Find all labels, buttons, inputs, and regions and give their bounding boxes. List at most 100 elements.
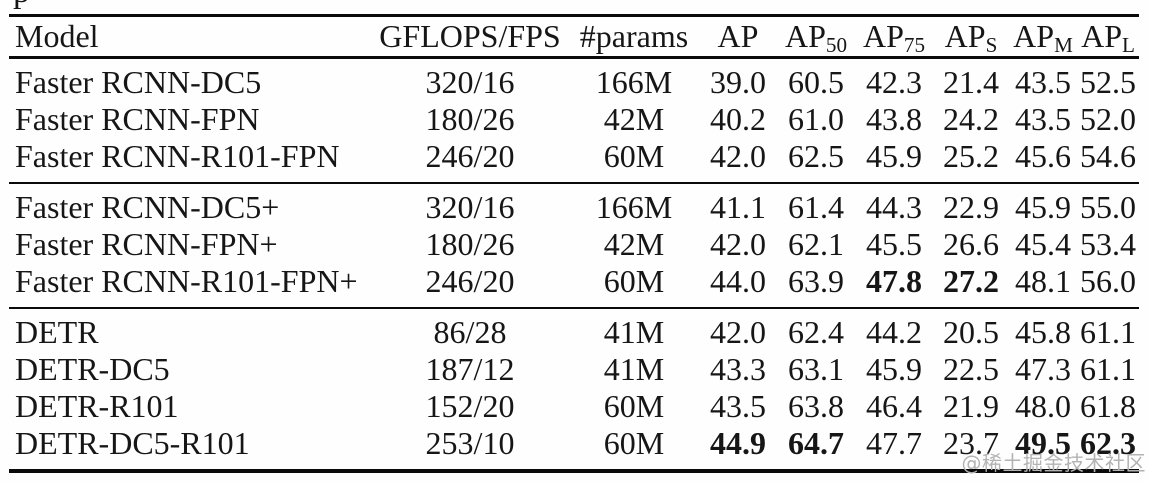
model-cell: DETR-DC5-R101 bbox=[15, 425, 250, 461]
gflops-fps-cell: 180/26 bbox=[425, 101, 515, 137]
column-header-ap-small: APS bbox=[944, 18, 998, 57]
params-cell: 41M bbox=[603, 351, 665, 387]
params-cell: 60M bbox=[603, 425, 665, 461]
model-cell: Faster RCNN-R101-FPN bbox=[15, 138, 340, 174]
aps-cell: 21.4 bbox=[943, 64, 999, 100]
params-cell: 42M bbox=[603, 101, 665, 137]
aps-cell: 25.2 bbox=[943, 138, 999, 174]
table-row: DETR-DC5 187/12 41M 43.3 63.1 45.9 22.5 … bbox=[9, 351, 1139, 388]
model-cell: Faster RCNN-DC5+ bbox=[15, 189, 280, 225]
table-row: DETR 86/28 41M 42.0 62.4 44.2 20.5 45.8 … bbox=[9, 308, 1139, 351]
apl-cell: 52.0 bbox=[1080, 101, 1136, 137]
apl-cell: 52.5 bbox=[1080, 64, 1136, 100]
ap75-cell: 43.8 bbox=[866, 101, 922, 137]
ap50-cell: 64.7 bbox=[788, 425, 844, 461]
table-row: DETR-R101 152/20 60M 43.5 63.8 46.4 21.9… bbox=[9, 388, 1139, 425]
params-cell: 60M bbox=[603, 388, 665, 424]
ap50-cell: 60.5 bbox=[788, 64, 844, 100]
aps-cell: 27.2 bbox=[943, 263, 999, 299]
ap-cell: 43.5 bbox=[710, 388, 766, 424]
apm-cell: 43.5 bbox=[1015, 64, 1071, 100]
ap50-cell: 62.4 bbox=[788, 314, 844, 350]
model-cell: DETR-R101 bbox=[15, 388, 179, 424]
ap75-cell: 45.5 bbox=[866, 226, 922, 262]
ap75-cell: 45.9 bbox=[866, 138, 922, 174]
aps-cell: 20.5 bbox=[943, 314, 999, 350]
model-cell: Faster RCNN-DC5 bbox=[15, 64, 262, 100]
apl-cell: 55.0 bbox=[1080, 189, 1136, 225]
column-header-ap-medium: APM bbox=[1013, 18, 1073, 57]
apm-cell: 45.6 bbox=[1015, 138, 1071, 174]
model-cell: DETR bbox=[15, 314, 99, 350]
model-cell: Faster RCNN-R101-FPN+ bbox=[15, 263, 358, 299]
apm-cell: 48.0 bbox=[1015, 388, 1071, 424]
model-cell: Faster RCNN-FPN bbox=[15, 101, 260, 137]
model-cell: DETR-DC5 bbox=[15, 351, 170, 387]
apl-cell: 61.1 bbox=[1080, 314, 1136, 350]
apm-cell: 45.8 bbox=[1015, 314, 1071, 350]
model-cell: Faster RCNN-FPN+ bbox=[15, 226, 278, 262]
apl-cell: 61.1 bbox=[1080, 351, 1136, 387]
ap-cell: 44.0 bbox=[710, 263, 766, 299]
ap50-cell: 61.0 bbox=[788, 101, 844, 137]
aps-cell: 21.9 bbox=[943, 388, 999, 424]
ap50-cell: 62.5 bbox=[788, 138, 844, 174]
params-cell: 60M bbox=[603, 138, 665, 174]
ap-cell: 42.0 bbox=[710, 138, 766, 174]
apm-cell: 45.4 bbox=[1015, 226, 1071, 262]
params-cell: 41M bbox=[603, 314, 665, 350]
gflops-fps-cell: 246/20 bbox=[425, 138, 515, 174]
ap50-cell: 61.4 bbox=[788, 189, 844, 225]
ap50-cell: 63.8 bbox=[788, 388, 844, 424]
aps-cell: 26.6 bbox=[943, 226, 999, 262]
ap75-cell: 44.2 bbox=[866, 314, 922, 350]
aps-cell: 24.2 bbox=[943, 101, 999, 137]
apl-cell: 61.8 bbox=[1080, 388, 1136, 424]
gflops-fps-cell: 86/28 bbox=[433, 314, 507, 350]
column-header-ap50: AP50 bbox=[784, 18, 847, 57]
apm-cell: 47.3 bbox=[1015, 351, 1071, 387]
ap75-cell: 47.7 bbox=[866, 425, 922, 461]
params-cell: 42M bbox=[603, 226, 665, 262]
column-header-ap75: AP75 bbox=[862, 18, 925, 57]
gflops-fps-cell: 320/16 bbox=[425, 64, 515, 100]
aps-cell: 22.9 bbox=[943, 189, 999, 225]
column-header-ap-large: APL bbox=[1081, 18, 1135, 57]
watermark: @稀土掘金技术社区 bbox=[961, 451, 1146, 475]
aps-cell: 23.7 bbox=[943, 425, 999, 461]
ap-cell: 42.0 bbox=[710, 226, 766, 262]
ap75-cell: 45.9 bbox=[866, 351, 922, 387]
caption-fragment: p bbox=[13, 0, 30, 11]
ap50-cell: 63.9 bbox=[788, 263, 844, 299]
gflops-fps-cell: 253/10 bbox=[425, 425, 515, 461]
results-table: Model GFLOPS/FPS #params AP AP50 AP75 AP… bbox=[9, 14, 1139, 473]
table-group-faster-rcnn-plus: Faster RCNN-DC5+ 320/16 166M 41.1 61.4 4… bbox=[9, 183, 1139, 308]
header-row: Model GFLOPS/FPS #params AP AP50 AP75 AP… bbox=[9, 16, 1139, 58]
apl-cell: 62.3 bbox=[1080, 425, 1136, 461]
gflops-fps-cell: 152/20 bbox=[425, 388, 515, 424]
ap-cell: 43.3 bbox=[710, 351, 766, 387]
ap75-cell: 44.3 bbox=[866, 189, 922, 225]
table-row: DETR-DC5-R101 253/10 60M 44.9 64.7 47.7 … bbox=[9, 425, 1139, 471]
gflops-fps-cell: 187/12 bbox=[425, 351, 515, 387]
params-cell: 166M bbox=[595, 189, 673, 225]
table-row: Faster RCNN-DC5 320/16 166M 39.0 60.5 42… bbox=[9, 58, 1139, 102]
ap75-cell: 42.3 bbox=[866, 64, 922, 100]
table-row: Faster RCNN-DC5+ 320/16 166M 41.1 61.4 4… bbox=[9, 183, 1139, 226]
column-header-model: Model bbox=[15, 18, 99, 54]
table-row: Faster RCNN-FPN+ 180/26 42M 42.0 62.1 45… bbox=[9, 226, 1139, 263]
gflops-fps-cell: 246/20 bbox=[425, 263, 515, 299]
column-header-ap: AP bbox=[717, 18, 759, 54]
ap50-cell: 62.1 bbox=[788, 226, 844, 262]
ap-cell: 42.0 bbox=[710, 314, 766, 350]
ap-cell: 40.2 bbox=[710, 101, 766, 137]
column-header-params: #params bbox=[579, 18, 689, 54]
params-cell: 166M bbox=[595, 64, 673, 100]
ap-cell: 44.9 bbox=[710, 425, 766, 461]
table-row: Faster RCNN-R101-FPN+ 246/20 60M 44.0 63… bbox=[9, 263, 1139, 308]
table-header: Model GFLOPS/FPS #params AP AP50 AP75 AP… bbox=[9, 16, 1139, 58]
apm-cell: 43.5 bbox=[1015, 101, 1071, 137]
apl-cell: 56.0 bbox=[1080, 263, 1136, 299]
apm-cell: 49.5 bbox=[1015, 425, 1071, 461]
apl-cell: 53.4 bbox=[1080, 226, 1136, 262]
